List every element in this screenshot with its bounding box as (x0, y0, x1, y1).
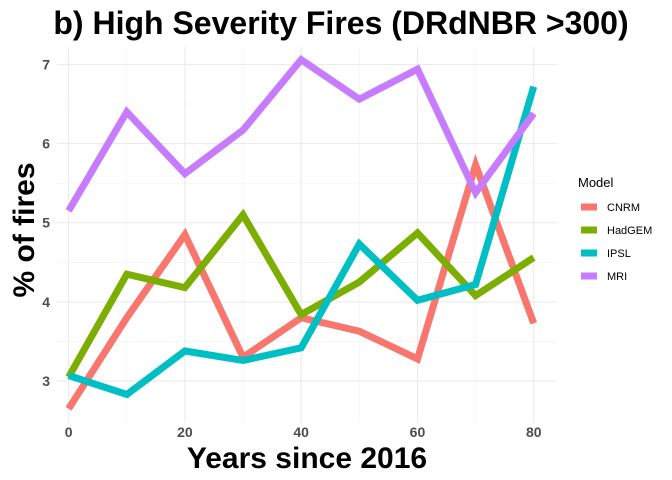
y-tick-label: 4 (42, 294, 50, 310)
legend: Model CNRM HadGEM IPSL MRI (578, 175, 652, 283)
y-tick-label: 3 (42, 373, 50, 389)
series-line-mri (65, 55, 537, 213)
chart-title: b) High Severity Fires (DRdNBR >300) (53, 5, 628, 41)
series-line-ipsl (67, 85, 538, 399)
plot-area (57, 47, 557, 423)
x-tick-label: 0 (65, 424, 73, 440)
series-line-hadgem (65, 208, 536, 379)
y-axis-ticks: 3 4 5 6 7 (42, 56, 50, 389)
x-axis-title: Years since 2016 (187, 442, 427, 475)
y-tick-label: 7 (42, 56, 50, 72)
legend-label-hadgem: HadGEM (607, 225, 652, 237)
x-tick-label: 80 (526, 424, 542, 440)
x-tick-label: 60 (410, 424, 426, 440)
x-tick-label: 20 (177, 424, 193, 440)
legend-label-mri: MRI (607, 271, 627, 283)
legend-title: Model (578, 175, 614, 190)
legend-label-cnrm: CNRM (607, 202, 640, 214)
legend-label-ipsl: IPSL (607, 248, 631, 260)
x-axis-ticks: 0 20 40 60 80 (65, 424, 542, 440)
y-tick-label: 6 (42, 136, 50, 152)
y-axis-title: % of fires (8, 162, 41, 297)
y-tick-label: 5 (42, 215, 50, 231)
x-tick-label: 40 (293, 424, 309, 440)
